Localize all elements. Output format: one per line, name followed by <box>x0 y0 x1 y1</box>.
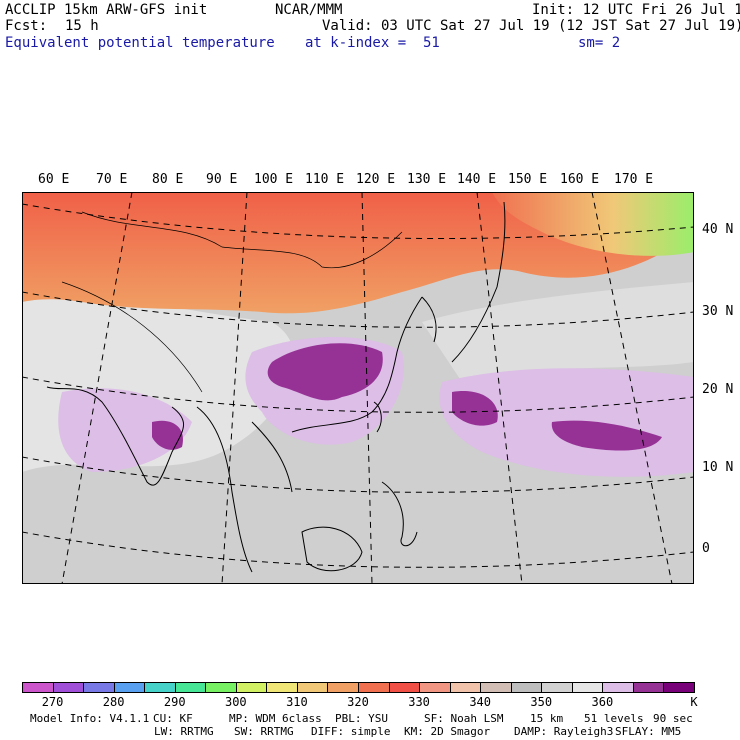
lon-label: 130 E <box>407 172 447 187</box>
map-frame <box>22 192 694 584</box>
colorbar-swatch <box>22 682 54 693</box>
footer-item: 15 km <box>530 712 564 725</box>
colorbar-swatch <box>205 682 237 693</box>
colorbar-swatch <box>541 682 573 693</box>
colorbar-swatch <box>174 682 207 693</box>
colorbar-tick-label: 300 <box>224 695 247 709</box>
colorbar-swatch <box>449 682 482 693</box>
northeast-cool-region <box>492 192 694 256</box>
footer-item: PBL: YSU <box>335 712 388 725</box>
init-time: Init: 12 UTC Fri 26 Jul 19 <box>532 2 740 18</box>
footer-item: SF: Noah LSM <box>424 712 504 725</box>
colorbar-swatch <box>632 682 665 693</box>
colorbar-tick-label: 310 <box>286 695 308 709</box>
coastline-indochina <box>196 406 293 573</box>
colorbar-swatch <box>419 682 451 693</box>
footer-item: CU: KF <box>153 712 193 725</box>
colorbar-tick-label: 360 <box>591 695 614 709</box>
lon-label: 70 E <box>96 172 128 187</box>
lat-label: 10 N <box>702 460 734 475</box>
purple-core-pacific-2 <box>551 420 662 451</box>
border-central <box>61 281 203 393</box>
country-borders <box>61 211 403 393</box>
colorbar-swatch <box>602 682 634 693</box>
footer-item: KM: 2D Smagor <box>404 725 491 738</box>
colorbar-swatch <box>480 682 512 693</box>
colorbar-swatch <box>388 682 421 693</box>
footer-item: Model Info: V4.1.1 <box>30 712 150 725</box>
lon-label: 100 E <box>254 172 294 187</box>
coastline-philippines <box>381 481 418 547</box>
colorbar-swatch <box>571 682 604 693</box>
coastlines <box>46 201 506 573</box>
colorbar-swatch <box>144 682 176 693</box>
lat-label: 20 N <box>702 382 734 397</box>
footer-item: MP: WDM 6class <box>229 712 322 725</box>
lat-label: 30 N <box>702 304 734 319</box>
meridian-80e <box>61 192 133 584</box>
footer-item: DIFF: simple <box>311 725 391 738</box>
colorbar-tick-label: 340 <box>469 695 492 709</box>
coastline-japan <box>451 201 506 363</box>
org-label: NCAR/MMM <box>275 2 343 18</box>
footer-item: SW: RRTMG <box>234 725 294 738</box>
lon-label: 110 E <box>305 172 345 187</box>
lilac-region-india <box>58 388 192 472</box>
colorbar-unit: K <box>690 695 698 709</box>
colorbar-tick-label: 270 <box>41 695 64 709</box>
colorbar-swatch <box>235 682 268 693</box>
field-name: Equivalent potential temperature <box>5 35 275 51</box>
colorbar-swatch <box>510 682 543 693</box>
colorbar-swatch <box>358 682 390 693</box>
footer-item: 51 levels <box>584 712 644 725</box>
forecast-hour: 15 h <box>65 18 99 34</box>
purple-core-pacific-1 <box>452 391 498 426</box>
colorbar-swatch <box>52 682 85 693</box>
smoothing-label: sm= 2 <box>578 35 621 51</box>
valid-time: Valid: 03 UTC Sat 27 Jul 19 (12 JST Sat … <box>322 18 740 34</box>
forecast-label: Fcst: <box>5 18 48 34</box>
colorbar-swatch <box>83 682 115 693</box>
lon-label: 160 E <box>560 172 600 187</box>
lon-label: 170 E <box>614 172 654 187</box>
colorbar-tick-label: 320 <box>347 695 369 709</box>
lat-label: 40 N <box>702 222 734 237</box>
map-plot <box>22 192 694 584</box>
colorbar-swatch <box>663 682 695 693</box>
lon-label: 150 E <box>508 172 548 187</box>
model-title: ACCLIP 15km ARW-GFS init <box>5 2 208 18</box>
colorbar-swatch <box>113 682 146 693</box>
coastline-korea <box>421 296 437 343</box>
lon-label: 60 E <box>38 172 70 187</box>
border-north <box>81 211 403 269</box>
colorbar-tick-label: 290 <box>163 695 186 709</box>
graticule <box>22 192 694 584</box>
level-label: at k-index = 51 <box>305 35 440 51</box>
purple-core-china <box>267 343 383 401</box>
colorbar-tick-label: 280 <box>102 695 125 709</box>
footer-item: SFLAY: MM5 <box>615 725 682 738</box>
colorbar-tick-label: 330 <box>408 695 430 709</box>
coastline-borneo <box>301 526 363 572</box>
lon-label: 120 E <box>356 172 396 187</box>
lon-label: 80 E <box>152 172 184 187</box>
colorbar-swatch <box>296 682 329 693</box>
lat-label: 0 <box>702 541 710 556</box>
coastline-india <box>46 386 184 486</box>
purple-core-india <box>152 420 183 450</box>
colorbar-swatch <box>327 682 359 693</box>
lon-label: 140 E <box>457 172 497 187</box>
coastline-taiwan <box>373 401 382 433</box>
lon-label: 90 E <box>206 172 238 187</box>
footer-item: DAMP: Rayleigh3 <box>514 725 614 738</box>
meridian-160e <box>591 192 673 584</box>
colorbar-tick-label: 350 <box>530 695 553 709</box>
footer-item: LW: RRTMG <box>154 725 214 738</box>
colorbar-swatch <box>266 682 298 693</box>
footer-item: 90 sec <box>653 712 693 725</box>
coastline-china <box>291 296 423 433</box>
